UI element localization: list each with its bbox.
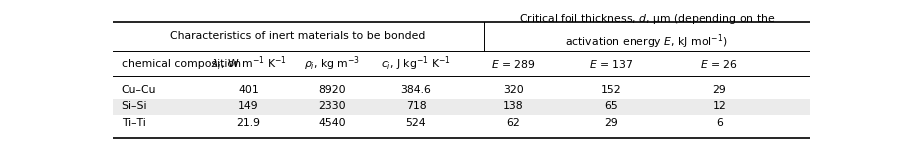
Text: chemical composition: chemical composition [122, 59, 240, 69]
Text: 29: 29 [604, 118, 618, 128]
Text: Critical foil thickness, $d$, μm (depending on the
activation energy $E$, kJ mol: Critical foil thickness, $d$, μm (depend… [518, 12, 775, 51]
Text: 152: 152 [601, 85, 622, 95]
Text: $c_i$, J kg$^{-1}$ K$^{-1}$: $c_i$, J kg$^{-1}$ K$^{-1}$ [381, 54, 451, 73]
Text: 29: 29 [713, 85, 726, 95]
Text: $E$ = 137: $E$ = 137 [589, 58, 634, 70]
Text: 8920: 8920 [319, 85, 346, 95]
Text: Si–Si: Si–Si [122, 101, 147, 111]
Text: $\lambda_i$, W m$^{-1}$ K$^{-1}$: $\lambda_i$, W m$^{-1}$ K$^{-1}$ [211, 55, 286, 73]
Text: 62: 62 [507, 118, 520, 128]
Text: 384.6: 384.6 [400, 85, 431, 95]
Text: 65: 65 [604, 101, 618, 111]
Text: 2330: 2330 [319, 101, 346, 111]
Text: 6: 6 [716, 118, 723, 128]
Text: 21.9: 21.9 [237, 118, 260, 128]
Text: Ti–Ti: Ti–Ti [122, 118, 145, 128]
Text: $E$ = 289: $E$ = 289 [491, 58, 536, 70]
Bar [112, 99, 810, 115]
Text: 12: 12 [713, 101, 726, 111]
Text: $E$ = 26: $E$ = 26 [700, 58, 738, 70]
Text: 4540: 4540 [319, 118, 346, 128]
Text: 320: 320 [503, 85, 524, 95]
Text: 149: 149 [238, 101, 259, 111]
Bar [112, 82, 810, 99]
Text: Cu–Cu: Cu–Cu [122, 85, 156, 95]
Text: 138: 138 [503, 101, 524, 111]
Text: 718: 718 [406, 101, 427, 111]
Text: 524: 524 [406, 118, 427, 128]
Text: $\rho_i$, kg m$^{-3}$: $\rho_i$, kg m$^{-3}$ [304, 54, 360, 73]
Text: 401: 401 [238, 85, 259, 95]
Text: Characteristics of inert materials to be bonded: Characteristics of inert materials to be… [170, 31, 426, 41]
Bar [112, 115, 810, 131]
